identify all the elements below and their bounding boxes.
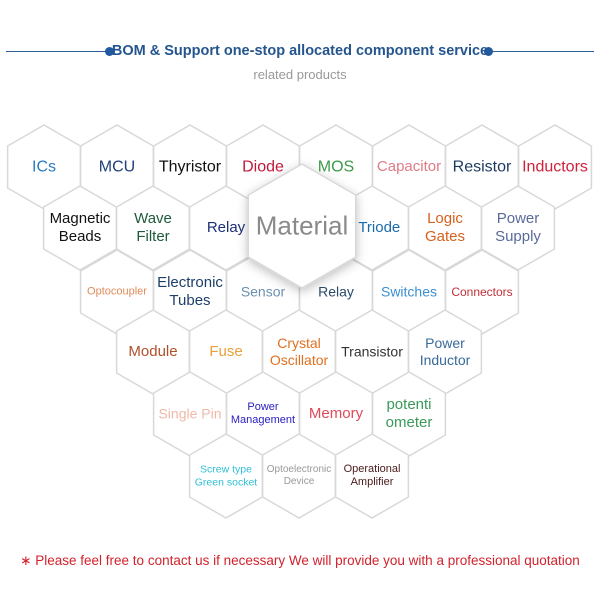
product-label[interactable]: Logic Gates (424, 210, 466, 245)
product-label[interactable]: Fuse (209, 343, 243, 360)
material-label: Material (255, 210, 349, 241)
product-label[interactable]: Thyristor (158, 158, 222, 176)
product-label[interactable]: Screw type Green socket (194, 463, 258, 488)
banner-title: BOM & Support one-stop allocated compone… (111, 43, 489, 59)
product-label[interactable]: Memory (308, 405, 364, 422)
product-label[interactable]: Wave Filter (134, 210, 172, 245)
product-label[interactable]: MOS (317, 158, 355, 176)
product-label[interactable]: Inductors (522, 158, 588, 176)
header-dot-left (105, 47, 114, 56)
footer-note: ∗ Please feel free to contact us if nece… (20, 553, 580, 568)
product-label[interactable]: Diode (242, 158, 284, 176)
product-label[interactable]: Transistor (341, 343, 403, 360)
product-label[interactable]: Relay (318, 283, 354, 300)
product-label[interactable]: Triode (358, 219, 401, 236)
header-dot-right (484, 47, 493, 56)
product-label[interactable]: Electronic Tubes (157, 274, 223, 309)
product-label[interactable]: potenti ometer (385, 396, 433, 431)
header-line-left (6, 51, 108, 52)
product-label[interactable]: Magnetic Beads (49, 210, 111, 245)
product-label[interactable]: Power Management (230, 400, 296, 426)
product-hexagon (334, 433, 410, 519)
banner-subtitle: related products (253, 67, 347, 82)
material-hexagon (247, 163, 357, 289)
product-label[interactable]: MCU (98, 158, 136, 176)
product-label[interactable]: Optocoupler (87, 285, 147, 298)
product-label[interactable]: Connectors (451, 284, 513, 299)
product-label[interactable]: Module (128, 343, 178, 360)
product-label[interactable]: Operational Amplifier (343, 462, 401, 488)
product-label[interactable]: Relay (206, 219, 246, 236)
product-label[interactable]: Power Supply (495, 210, 541, 245)
product-label[interactable]: Optoelectronic Device (266, 464, 332, 487)
product-label[interactable]: Resistor (452, 158, 512, 176)
product-label[interactable]: ICs (32, 158, 56, 176)
header-line-right (490, 51, 594, 52)
product-label[interactable]: Power Inductor (419, 335, 471, 368)
product-label[interactable]: Single Pin (158, 405, 222, 422)
product-label[interactable]: Sensor (240, 283, 286, 300)
product-label[interactable]: Capacitor (376, 158, 442, 175)
product-label[interactable]: Switches (380, 283, 438, 300)
product-label[interactable]: Crystal Oscillator (269, 335, 329, 368)
